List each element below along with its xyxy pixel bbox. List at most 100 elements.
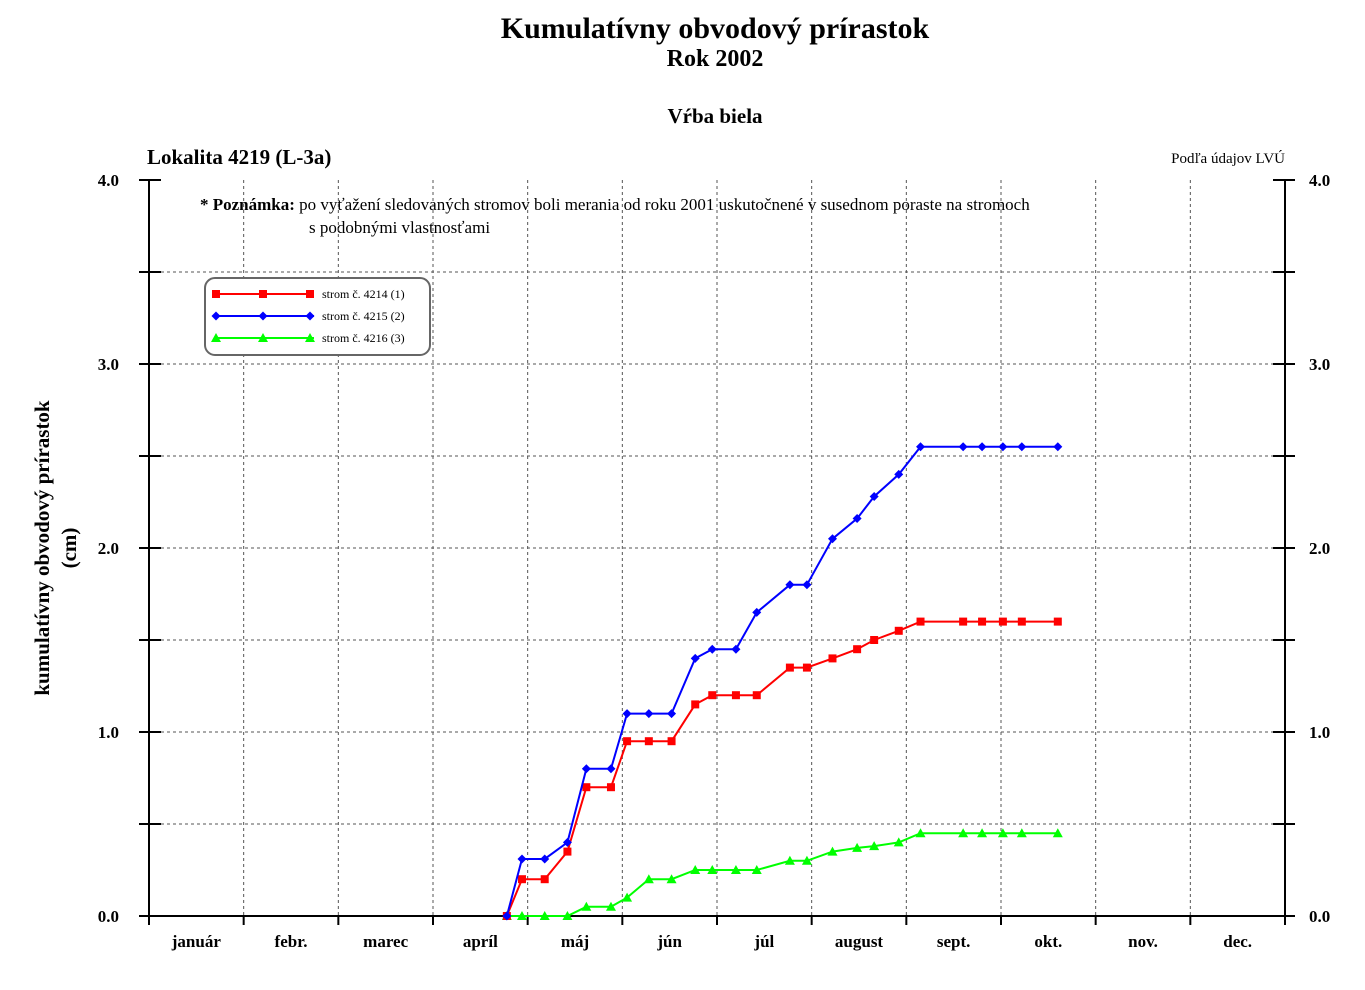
data-point [977,828,988,838]
legend-label: strom č. 4215 (2) [322,309,405,323]
y-tick-label-right: 0.0 [1309,907,1330,926]
data-point [731,691,740,700]
legend-marker [258,333,268,342]
data-point [691,700,700,709]
data-point [978,617,987,626]
legend-marker [211,311,221,321]
data-point [870,636,879,644]
data-point [707,644,717,654]
data-point [801,855,812,865]
y-tick-label-right: 4.0 [1309,171,1330,190]
x-category-label: dec. [1223,932,1252,951]
x-category-label: august [835,932,884,951]
note-text: po vyťažení sledovaných stromov boli mer… [299,195,1030,214]
x-category-label: január [171,932,222,951]
data-point [852,842,863,852]
data-point [562,911,573,920]
data-point [690,653,700,663]
data-point [828,654,837,663]
x-category-label: marec [363,932,408,951]
legend-marker [258,311,268,321]
data-point [752,691,761,700]
data-point [502,911,512,921]
note-line-2: s podobnými vlastnosťami [309,218,491,237]
y-tick-label-left: 0.0 [98,907,119,926]
y-tick-label-left: 2.0 [98,539,119,558]
note-line-1: * Poznámka: po vyťažení sledovaných stro… [200,195,1030,215]
data-point [517,875,526,884]
grid-lines [149,180,1285,916]
data-point [731,644,741,654]
data-point [605,901,616,911]
legend-marker [306,290,314,298]
data-point [563,847,572,856]
chart-subtitle: Rok 2002 [666,46,764,72]
data-point [1016,828,1027,838]
data-point [852,514,862,524]
y-tick-label-left: 4.0 [98,171,119,190]
data-point [869,841,880,851]
data-point [540,875,549,884]
data-point [690,865,701,874]
data-point [667,737,676,746]
note-lead: * Poznámka: [200,195,295,214]
data-point [643,874,654,884]
data-point [958,442,968,452]
data-point [582,783,591,792]
data-point [623,737,632,746]
data-point [606,783,615,792]
data-point [827,846,838,856]
data-point [998,442,1008,452]
x-category-label: máj [561,932,589,951]
y-tick-label-left: 1.0 [98,723,119,742]
data-point [666,874,677,884]
data-point [581,764,591,774]
data-point [752,607,762,617]
data-point [894,469,904,479]
series-3 [501,828,1063,920]
data-point [998,617,1007,626]
data-point [730,865,741,874]
x-category-label: apríl [463,932,498,951]
data-point [853,645,862,654]
data-point [622,892,633,902]
data-point [644,737,653,746]
legend-label: strom č. 4216 (3) [322,331,405,345]
x-category-label: jún [656,932,682,951]
data-point [707,865,718,874]
data-point [784,855,795,865]
y-tick-label-right: 1.0 [1309,723,1330,742]
series-2 [502,442,1063,921]
legend-marker [305,333,315,342]
data-point [581,901,592,911]
data-point [1053,442,1063,452]
data-point [869,491,879,501]
data-point [894,626,903,635]
legend-marker [259,290,267,298]
data-point [516,911,527,920]
series-1 [502,617,1062,920]
y-tick-label-left: 3.0 [98,355,119,374]
data-point [1017,442,1027,452]
data-point [540,854,550,864]
x-category-label: febr. [275,932,308,951]
y-tick-label-right: 3.0 [1309,355,1330,374]
series-line [505,445,1058,917]
chart-title: Kumulatívny obvodový prírastok [500,12,930,45]
data-point [893,837,904,847]
data-point [959,617,968,626]
legend: strom č. 4214 (1) strom č. 4215 (2) strom … [204,277,431,356]
data-point [1052,828,1063,838]
legend-marker [211,333,221,342]
data-point [802,663,811,672]
data-point [667,709,677,719]
data-point [644,709,654,719]
data-point [606,764,616,774]
data-point [539,911,550,920]
data-point [977,442,987,452]
legend-label: strom č. 4214 (1) [322,287,405,301]
data-point [915,828,926,838]
data-point [827,534,837,544]
x-category-label: okt. [1034,932,1062,951]
